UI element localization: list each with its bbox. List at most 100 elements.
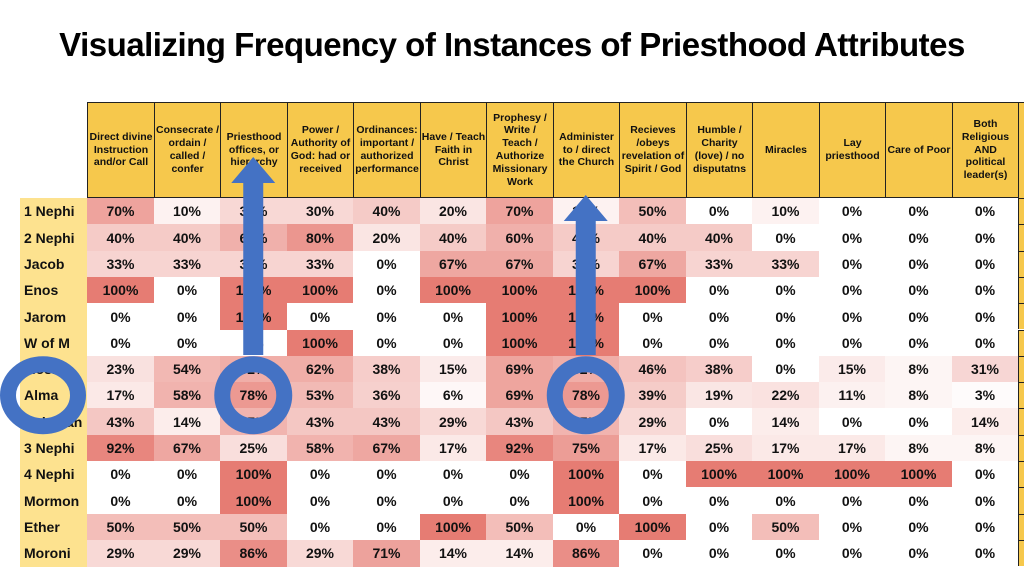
heatmap-cell: 0% <box>752 276 819 304</box>
heatmap-cell: 31% <box>951 355 1019 383</box>
heatmap-cell: 0% <box>885 408 952 436</box>
heatmap-cell: 0% <box>685 539 753 567</box>
heatmap-cell: 100% <box>220 487 287 515</box>
heatmap-cell: 100% <box>286 276 354 304</box>
heatmap-cell: 62% <box>220 355 287 383</box>
heatmap-cell: 0% <box>752 487 819 515</box>
row-label: W of M <box>20 329 87 357</box>
heatmap-cell: 0% <box>486 487 553 515</box>
row-label: Ether <box>20 513 87 541</box>
column-header: Direct divine Instruction and/or Call <box>87 102 155 198</box>
heatmap-cell: 0% <box>552 513 620 541</box>
heatmap-cell: 0% <box>353 329 420 357</box>
heatmap-cell: 0% <box>353 303 420 330</box>
heatmap-cell: 0% <box>353 250 420 278</box>
heatmap-cell: 43% <box>486 408 553 436</box>
heatmap-cell: 15% <box>818 355 886 383</box>
heatmap-cell: 0% <box>486 461 553 488</box>
heatmap-cell: 50% <box>87 513 154 541</box>
heatmap-cell: 33% <box>685 250 753 278</box>
column-header: Miracles <box>752 102 820 198</box>
heatmap-cell: 40% <box>552 224 620 252</box>
heatmap-cell: 0% <box>419 487 487 515</box>
next-column-edge <box>1018 250 1024 277</box>
heatmap-cell: 100% <box>87 276 154 304</box>
heatmap-cell: 8% <box>885 434 952 462</box>
heatmap-cell: 0% <box>419 303 487 330</box>
heatmap-cell: 0% <box>685 276 753 304</box>
heatmap-cell: 0% <box>818 250 886 278</box>
heatmap-cell: 0% <box>153 276 221 304</box>
heatmap-cell: 40% <box>87 224 154 252</box>
heatmap-cell: 69% <box>486 382 553 409</box>
heatmap-cell: 0% <box>951 329 1019 357</box>
heatmap-cell: 100% <box>552 276 620 304</box>
next-column-header-edge <box>1018 102 1024 198</box>
heatmap-cell: 17% <box>619 434 686 462</box>
heatmap-cell: 8% <box>951 434 1019 462</box>
row-label: Mormon <box>20 487 87 515</box>
heatmap-cell: 0% <box>353 513 420 541</box>
heatmap-cell: 0% <box>885 198 952 225</box>
heatmap-cell: 39% <box>619 382 686 409</box>
heatmap-cell: 10% <box>153 198 221 225</box>
heatmap-cell: 0% <box>818 513 886 541</box>
row-label: Jacob <box>20 250 87 278</box>
heatmap-cell: 0% <box>153 329 221 357</box>
heatmap-cell: 40% <box>619 224 686 252</box>
heatmap-cell: 0% <box>685 198 753 225</box>
heatmap-cell: 58% <box>153 382 221 409</box>
column-header: Lay priesthood <box>818 102 887 198</box>
heatmap-cell: 0% <box>619 461 686 488</box>
heatmap-cell: 0% <box>885 329 952 357</box>
heatmap-cell: 46% <box>619 355 686 383</box>
heatmap-cell: 30% <box>220 198 287 225</box>
heatmap-cell: 0% <box>818 539 886 567</box>
heatmap-cell: 33% <box>552 250 620 278</box>
heatmap-cell: 67% <box>486 250 553 278</box>
heatmap-cell: 17% <box>87 382 154 409</box>
heatmap-cell: 0% <box>619 487 686 515</box>
heatmap-cell: 19% <box>685 382 753 409</box>
column-header: Humble / Charity (love) / no disputatns <box>685 102 754 198</box>
heatmap-cell: 40% <box>419 224 487 252</box>
next-column-edge <box>1018 303 1024 330</box>
heatmap-cell: 0% <box>951 276 1019 304</box>
heatmap-cell: 0% <box>951 198 1019 225</box>
heatmap-cell: 53% <box>286 382 354 409</box>
next-column-edge <box>1018 487 1024 514</box>
heatmap-cell: 0% <box>619 329 686 357</box>
heatmap-cell: 0% <box>685 513 753 541</box>
column-header: Priesthood offices, or hierarchy <box>220 102 288 198</box>
heatmap-cell: 86% <box>220 539 287 567</box>
row-label: 4 Nephi <box>20 461 87 488</box>
heatmap-cell: 54% <box>153 355 221 383</box>
heatmap-cell: 8% <box>885 355 952 383</box>
heatmap-cell: 92% <box>486 434 553 462</box>
heatmap-cell: 92% <box>87 434 154 462</box>
heatmap-cell: 100% <box>552 329 620 357</box>
heatmap-cell: 0% <box>951 513 1019 541</box>
heatmap-cell: 14% <box>419 539 487 567</box>
heatmap-cell: 100% <box>619 276 686 304</box>
row-label: Moroni <box>20 539 87 567</box>
heatmap-cell: 0% <box>619 539 686 567</box>
heatmap-cell: 75% <box>552 434 620 462</box>
heatmap-cell: 6% <box>419 382 487 409</box>
heatmap-cell: 0% <box>951 539 1019 567</box>
heatmap-cell: 33% <box>752 250 819 278</box>
heatmap-cell: 0% <box>685 329 753 357</box>
heatmap-cell: 100% <box>419 513 487 541</box>
heatmap-cell: 40% <box>353 198 420 225</box>
heatmap-cell: 10% <box>752 198 819 225</box>
column-header: Administer to / direct the Church <box>552 102 621 198</box>
row-label: Mosiah <box>20 355 87 383</box>
heatmap-cell: 25% <box>220 434 287 462</box>
heatmap-cell: 0% <box>353 461 420 488</box>
row-label: Helaman <box>20 408 87 436</box>
heatmap-cell: 0% <box>685 303 753 330</box>
heatmap-cell: 0% <box>286 303 354 330</box>
column-header: Both Religious AND political leader(s) <box>951 102 1020 198</box>
heatmap-cell: 0% <box>951 461 1019 488</box>
heatmap-cell: 67% <box>353 434 420 462</box>
